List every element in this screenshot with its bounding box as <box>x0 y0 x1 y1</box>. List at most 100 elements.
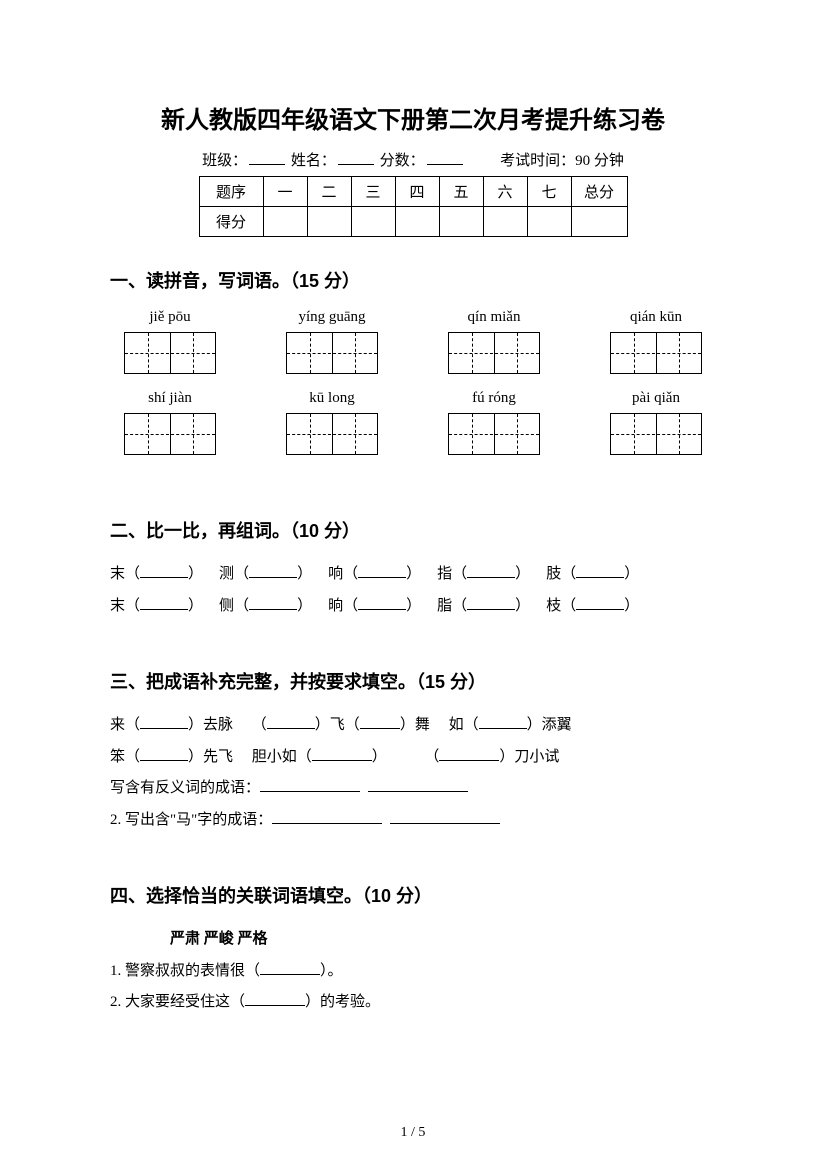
compare-row-1: 末（） 测（） 响（） 指（） 肢（） <box>110 559 716 591</box>
fill-blank[interactable] <box>368 777 468 792</box>
pinyin-item: pài qiǎn <box>596 390 716 467</box>
fill-blank[interactable] <box>140 595 188 610</box>
fill-blank[interactable] <box>249 595 297 610</box>
td-cell[interactable] <box>395 207 439 237</box>
idiom-line-2: 笨（）先飞 胆小如（） （）刀小试 <box>110 742 716 774</box>
writing-box[interactable] <box>448 332 540 374</box>
pinyin-label: qín miǎn <box>434 309 554 326</box>
compare-item: 脂（） <box>437 591 530 623</box>
fill-blank[interactable] <box>140 563 188 578</box>
q4-1: 1. 警察叔叔的表情很（）。 <box>110 956 716 988</box>
td-cell[interactable] <box>483 207 527 237</box>
td-cell[interactable] <box>527 207 571 237</box>
th-seq: 题序 <box>199 177 263 207</box>
name-label: 姓名： <box>291 153 336 169</box>
fill-blank[interactable] <box>245 991 305 1006</box>
name-blank[interactable] <box>338 150 374 165</box>
class-label: 班级： <box>202 153 247 169</box>
table-row: 得分 <box>199 207 627 237</box>
pinyin-label: kū long <box>272 390 392 407</box>
fill-blank[interactable] <box>140 714 188 729</box>
th-col: 六 <box>483 177 527 207</box>
td-cell[interactable] <box>571 207 627 237</box>
meta-line: 班级： 姓名： 分数： 考试时间：90 分钟 <box>110 149 716 170</box>
section-3-heading: 三、把成语补充完整，并按要求填空。（15 分） <box>110 668 716 694</box>
th-col: 二 <box>307 177 351 207</box>
compare-item: 响（） <box>328 559 421 591</box>
pinyin-label: qián kūn <box>596 309 716 326</box>
section-1-heading: 一、读拼音，写词语。（15 分） <box>110 267 716 293</box>
pinyin-item: jiě pōu <box>110 309 230 386</box>
td-cell[interactable] <box>307 207 351 237</box>
pinyin-row-1: jiě pōu yíng guāng qín miǎn qián kūn <box>110 309 716 386</box>
fill-blank[interactable] <box>140 746 188 761</box>
fill-blank[interactable] <box>467 595 515 610</box>
td-score-label: 得分 <box>199 207 263 237</box>
fill-blank[interactable] <box>260 960 320 975</box>
table-row: 题序 一 二 三 四 五 六 七 总分 <box>199 177 627 207</box>
fill-blank[interactable] <box>479 714 527 729</box>
compare-item: 肢（） <box>546 559 639 591</box>
th-total: 总分 <box>571 177 627 207</box>
score-blank[interactable] <box>427 150 463 165</box>
compare-item: 测（） <box>219 559 312 591</box>
fill-blank[interactable] <box>576 563 624 578</box>
pinyin-item: qián kūn <box>596 309 716 386</box>
pinyin-label: yíng guāng <box>272 309 392 326</box>
writing-box[interactable] <box>286 413 378 455</box>
idiom-sub-2: 2. 写出含"马"字的成语： <box>110 805 716 837</box>
fill-blank[interactable] <box>467 563 515 578</box>
fill-blank[interactable] <box>358 563 406 578</box>
fill-blank[interactable] <box>267 714 315 729</box>
writing-box[interactable] <box>124 332 216 374</box>
pinyin-item: yíng guāng <box>272 309 392 386</box>
pinyin-item: shí jiàn <box>110 390 230 467</box>
section-4-heading: 四、选择恰当的关联词语填空。（10 分） <box>110 882 716 908</box>
fill-blank[interactable] <box>249 563 297 578</box>
score-label: 分数： <box>380 153 425 169</box>
compare-item: 晌（） <box>328 591 421 623</box>
q4-2: 2. 大家要经受住这（）的考验。 <box>110 987 716 1019</box>
fill-blank[interactable] <box>360 714 400 729</box>
compare-item: 末（） <box>110 591 203 623</box>
th-col: 五 <box>439 177 483 207</box>
fill-blank[interactable] <box>576 595 624 610</box>
section-2-heading: 二、比一比，再组词。（10 分） <box>110 517 716 543</box>
compare-item: 侧（） <box>219 591 312 623</box>
td-cell[interactable] <box>351 207 395 237</box>
writing-box[interactable] <box>448 413 540 455</box>
writing-box[interactable] <box>286 332 378 374</box>
pinyin-label: pài qiǎn <box>596 390 716 407</box>
pinyin-item: qín miǎn <box>434 309 554 386</box>
compare-item: 枝（） <box>546 591 639 623</box>
th-col: 一 <box>263 177 307 207</box>
writing-box[interactable] <box>610 413 702 455</box>
class-blank[interactable] <box>249 150 285 165</box>
th-col: 四 <box>395 177 439 207</box>
idiom-sub-1: 写含有反义词的成语： <box>110 773 716 805</box>
page-footer: 1 / 5 <box>0 1125 826 1141</box>
compare-item: 指（） <box>437 559 530 591</box>
fill-blank[interactable] <box>358 595 406 610</box>
writing-box[interactable] <box>124 413 216 455</box>
fill-blank[interactable] <box>272 809 382 824</box>
fill-blank[interactable] <box>312 746 372 761</box>
pinyin-item: fú róng <box>434 390 554 467</box>
compare-row-2: 末（） 侧（） 晌（） 脂（） 枝（） <box>110 591 716 623</box>
writing-box[interactable] <box>610 332 702 374</box>
fill-blank[interactable] <box>390 809 500 824</box>
pinyin-label: shí jiàn <box>110 390 230 407</box>
idiom-line-1: 来（）去脉 （）飞（）舞 如（）添翼 <box>110 710 716 742</box>
th-col: 七 <box>527 177 571 207</box>
th-col: 三 <box>351 177 395 207</box>
td-cell[interactable] <box>263 207 307 237</box>
time-label: 考试时间：90 分钟 <box>500 153 624 169</box>
page-title: 新人教版四年级语文下册第二次月考提升练习卷 <box>110 100 716 135</box>
pinyin-row-2: shí jiàn kū long fú róng pài qiǎn <box>110 390 716 467</box>
options-line: 严肃 严峻 严格 <box>110 924 716 956</box>
compare-item: 末（） <box>110 559 203 591</box>
fill-blank[interactable] <box>439 746 499 761</box>
td-cell[interactable] <box>439 207 483 237</box>
fill-blank[interactable] <box>260 777 360 792</box>
score-table: 题序 一 二 三 四 五 六 七 总分 得分 <box>199 176 628 237</box>
